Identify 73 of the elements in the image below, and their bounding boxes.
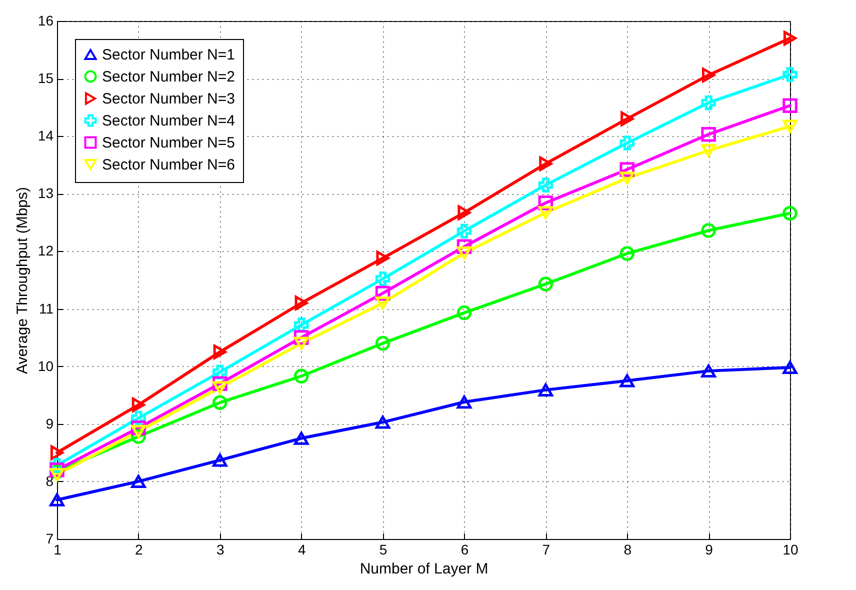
- legend-label: Sector Number N=2: [102, 68, 235, 86]
- point: [131, 474, 146, 488]
- x-tick-label: 4: [298, 542, 306, 558]
- point: [456, 224, 472, 238]
- point: [376, 250, 390, 266]
- point: [538, 383, 554, 396]
- y-tick-label: 11: [38, 300, 54, 316]
- legend-label: Sector Number N=3: [102, 90, 235, 108]
- point: [50, 493, 64, 506]
- point: [539, 156, 552, 172]
- legend-label: Sector Number N=5: [102, 134, 235, 152]
- y-tick-label: 14: [38, 128, 54, 144]
- point: [50, 445, 64, 460]
- point: [538, 276, 554, 292]
- point: [620, 136, 634, 150]
- x-tick-label: 2: [135, 542, 144, 558]
- point: [620, 111, 634, 126]
- y-tick-label: 16: [38, 12, 54, 28]
- legend-label: Sector Number N=1: [102, 46, 235, 64]
- point: [782, 67, 798, 82]
- point: [456, 246, 472, 260]
- point: [783, 30, 797, 46]
- x-axis-title: Number of Layer M: [360, 560, 488, 578]
- point: [212, 381, 228, 394]
- point: [456, 395, 472, 409]
- y-tick-label: 8: [46, 472, 54, 489]
- point: [782, 360, 798, 374]
- x-tick-label: 5: [379, 542, 388, 558]
- y-axis-title: Average Throughput (Mbps): [14, 186, 31, 374]
- point: [701, 223, 716, 238]
- point: [458, 205, 471, 220]
- x-tick-label: 6: [460, 542, 469, 558]
- point: [701, 127, 716, 142]
- point: [538, 206, 554, 220]
- y-tick-label: 12: [38, 242, 54, 259]
- point: [213, 344, 226, 360]
- point: [620, 246, 634, 261]
- point: [294, 336, 309, 350]
- x-tick-label: 9: [705, 542, 714, 558]
- point: [702, 68, 716, 82]
- point: [782, 206, 798, 221]
- point: [375, 336, 390, 351]
- y-tick-label: 7: [46, 530, 54, 546]
- point: [538, 178, 554, 192]
- y-tick-label: 9: [46, 415, 54, 432]
- x-tick-label: 3: [216, 542, 224, 558]
- point: [782, 98, 798, 113]
- point: [212, 395, 228, 410]
- x-tick-label: 8: [624, 542, 632, 558]
- point: [132, 398, 145, 412]
- point: [212, 454, 228, 467]
- y-tick-label: 13: [38, 185, 54, 202]
- point: [782, 120, 798, 133]
- point: [294, 296, 308, 310]
- x-tick-label: 1: [54, 542, 62, 558]
- point: [701, 95, 716, 110]
- point: [701, 144, 716, 158]
- y-tick-label: 15: [38, 70, 54, 86]
- point: [701, 364, 716, 378]
- legend-label: Sector Number N=6: [102, 156, 235, 174]
- point: [456, 305, 472, 320]
- point: [620, 172, 634, 185]
- point: [294, 368, 309, 384]
- point: [620, 374, 634, 388]
- legend-label: Sector Number N=4: [102, 112, 235, 130]
- x-tick-label: 7: [542, 542, 550, 558]
- point: [375, 416, 390, 429]
- x-tick-label: 10: [782, 542, 798, 558]
- point: [375, 271, 390, 286]
- point: [131, 424, 146, 438]
- point: [294, 432, 309, 445]
- y-tick-label: 10: [38, 358, 54, 374]
- point: [375, 296, 390, 310]
